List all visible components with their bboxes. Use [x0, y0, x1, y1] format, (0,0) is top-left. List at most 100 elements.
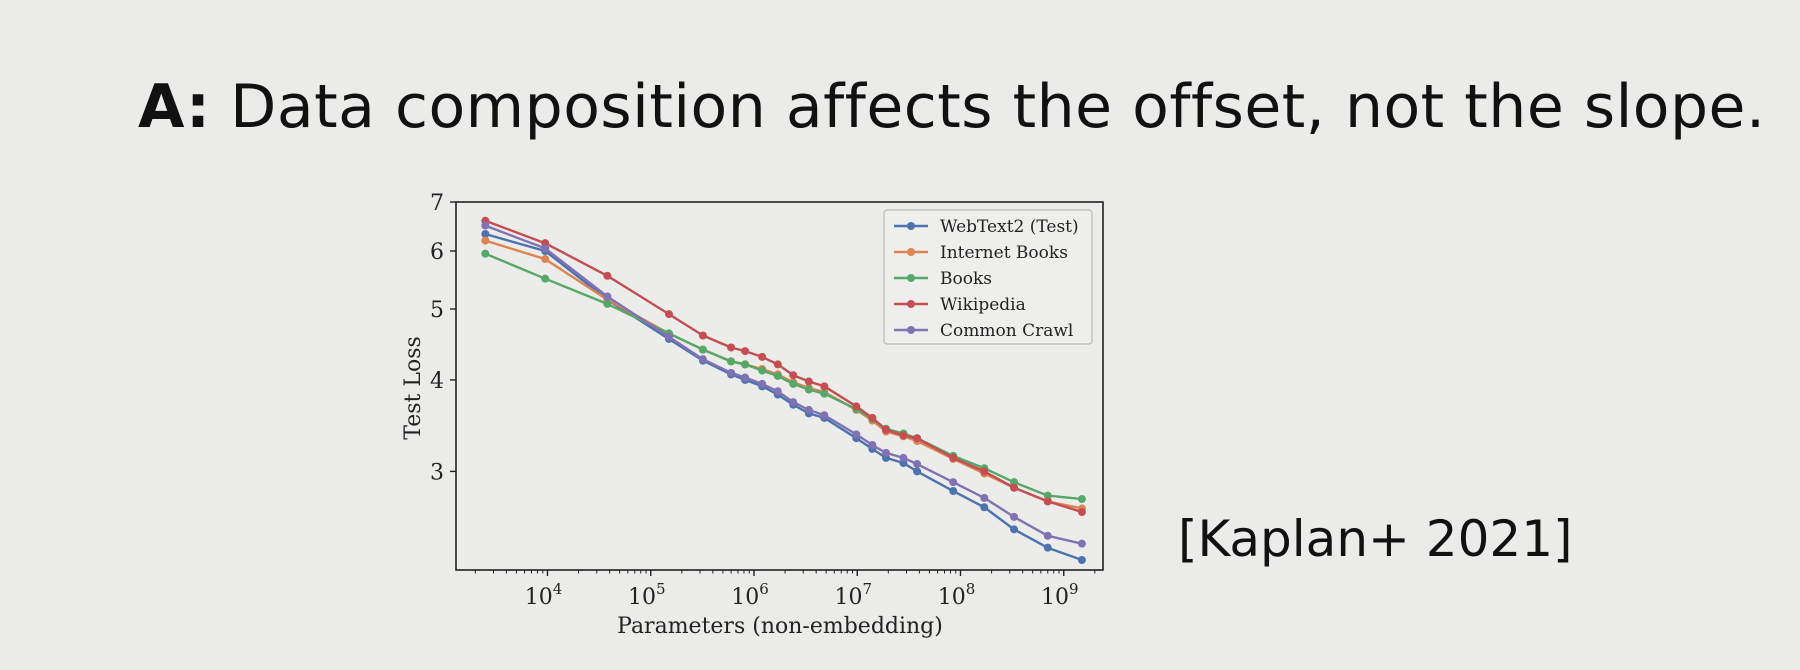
data-point: [1043, 531, 1052, 540]
legend-marker: [907, 326, 915, 334]
data-point: [541, 244, 550, 253]
data-point: [1010, 512, 1019, 521]
data-point: [758, 379, 767, 388]
data-point: [852, 430, 861, 439]
series-line-4: [484, 224, 1083, 545]
data-point: [980, 493, 989, 502]
data-point: [882, 448, 891, 457]
data-point: [727, 343, 736, 352]
data-point: [980, 467, 989, 476]
data-point: [913, 467, 922, 476]
data-point: [868, 413, 877, 422]
series-line-0: [484, 232, 1083, 562]
x-axis-label: Parameters (non-embedding): [617, 614, 943, 639]
legend-marker: [907, 222, 915, 230]
data-point: [698, 331, 707, 340]
series-lines: [481, 216, 1086, 565]
legend-label: Wikipedia: [940, 295, 1026, 315]
data-point: [698, 355, 707, 364]
y-axis-label: Test Loss: [401, 336, 426, 440]
slide-title: A: Data composition affects the offset, …: [138, 72, 1766, 142]
data-point: [1010, 483, 1019, 492]
data-point: [804, 377, 813, 386]
data-point: [868, 440, 877, 449]
data-point: [852, 402, 861, 411]
citation: [Kaplan+ 2021]: [1178, 510, 1573, 568]
data-point: [481, 229, 490, 238]
data-point: [773, 360, 782, 369]
data-point: [1077, 556, 1086, 565]
data-point: [1010, 478, 1019, 487]
series-line-2: [484, 252, 1083, 501]
data-point: [820, 389, 829, 398]
data-point: [741, 360, 750, 369]
series-line-3: [484, 219, 1083, 514]
slide-title-prefix: A:: [138, 72, 211, 142]
legend-frame: [883, 209, 1093, 345]
data-point: [949, 453, 958, 462]
data-point: [727, 368, 736, 377]
data-point: [603, 271, 612, 280]
data-point: [1043, 491, 1052, 500]
y-tick-label: 4: [430, 369, 444, 394]
data-point: [741, 347, 750, 356]
data-point: [1077, 508, 1086, 517]
data-point: [882, 425, 891, 434]
data-point: [481, 249, 490, 258]
data-point: [899, 453, 908, 462]
y-tick-label: 3: [430, 460, 444, 485]
data-point: [980, 503, 989, 512]
legend-label: WebText2 (Test): [940, 217, 1079, 237]
x-tick-label: 104: [525, 580, 563, 610]
data-point: [1043, 543, 1052, 552]
y-axis: 3 4 5 6 7: [430, 191, 456, 485]
data-point: [541, 274, 550, 283]
legend-label: Books: [940, 269, 992, 289]
data-point: [758, 366, 767, 375]
slide-title-text: Data composition affects the offset, not…: [230, 72, 1766, 142]
data-point: [773, 387, 782, 396]
legend-marker: [907, 274, 915, 282]
data-point: [664, 310, 673, 319]
x-tick-label: 107: [834, 580, 872, 610]
x-tick-label: 108: [938, 580, 976, 610]
data-point: [741, 373, 750, 382]
legend: WebText2 (Test) Internet Books Books Wikipe…: [883, 209, 1093, 345]
data-point: [899, 431, 908, 440]
y-tick-label: 5: [430, 298, 444, 323]
data-point: [603, 299, 612, 308]
data-point: [1043, 497, 1052, 506]
y-tick-label: 6: [430, 240, 444, 265]
x-tick-label: 109: [1041, 580, 1079, 610]
legend-label: Internet Books: [940, 243, 1068, 263]
data-point: [820, 411, 829, 420]
data-point: [820, 382, 829, 391]
legend-label: Common Crawl: [940, 321, 1073, 341]
data-point: [949, 487, 958, 496]
data-point: [773, 371, 782, 380]
data-point: [541, 255, 550, 264]
data-point: [804, 405, 813, 414]
data-point: [664, 332, 673, 341]
data-point: [913, 460, 922, 469]
y-tick-label: 7: [430, 191, 444, 216]
data-point: [1077, 495, 1086, 504]
data-point: [603, 292, 612, 301]
data-point: [481, 236, 490, 245]
x-tick-label: 106: [731, 580, 769, 610]
data-point: [727, 357, 736, 366]
data-point: [789, 379, 798, 388]
data-point: [789, 371, 798, 380]
data-point: [804, 385, 813, 394]
x-axis: 104 105 106 107 108 109: [474, 570, 1096, 610]
data-point: [758, 352, 767, 361]
data-point: [913, 434, 922, 443]
data-point: [1010, 525, 1019, 534]
data-point: [698, 345, 707, 354]
data-point: [789, 398, 798, 407]
data-point: [1077, 539, 1086, 548]
legend-marker: [907, 300, 915, 308]
legend-marker: [907, 248, 915, 256]
data-point: [949, 478, 958, 487]
